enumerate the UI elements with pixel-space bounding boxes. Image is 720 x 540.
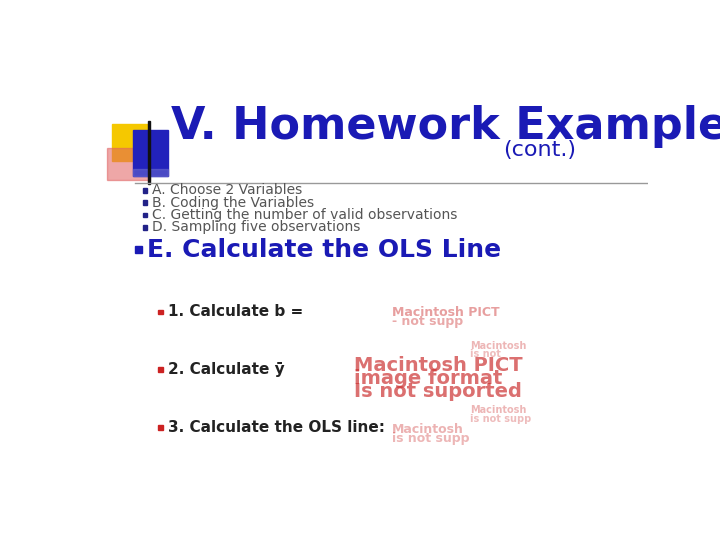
Text: 1. Calculate b =: 1. Calculate b = [168, 305, 302, 320]
FancyBboxPatch shape [107, 148, 150, 180]
Bar [143, 200, 148, 205]
Text: image format: image format [354, 369, 502, 388]
Text: B. Coding the Variables: B. Coding the Variables [152, 195, 314, 210]
Text: A. Choose 2 Variables: A. Choose 2 Variables [152, 183, 302, 197]
Text: Is not suported: Is not suported [354, 382, 521, 401]
Bar [143, 213, 148, 217]
Text: E. Calculate the OLS Line: E. Calculate the OLS Line [147, 238, 500, 261]
Bar [112, 124, 149, 161]
Bar [148, 121, 150, 184]
Text: (cont.): (cont.) [503, 140, 576, 160]
Text: is not: is not [469, 348, 500, 359]
Text: is not supp: is not supp [469, 414, 531, 424]
Text: Macintosh PICT: Macintosh PICT [354, 356, 522, 375]
Bar [158, 367, 163, 372]
Text: C. Getting the number of valid observations: C. Getting the number of valid observati… [152, 208, 457, 222]
Bar [135, 246, 142, 253]
Text: Macintosh PICT: Macintosh PICT [392, 306, 500, 319]
Text: D. Sampling five observations: D. Sampling five observations [152, 220, 361, 234]
Text: Macintosh: Macintosh [469, 341, 526, 351]
Text: 2. Calculate ȳ: 2. Calculate ȳ [168, 362, 284, 377]
Bar [158, 309, 163, 314]
Bar [143, 225, 148, 229]
Text: Macintosh: Macintosh [469, 405, 526, 415]
Bar [132, 130, 168, 177]
Text: V. Homework Example: V. Homework Example [171, 105, 720, 148]
Text: is not supp: is not supp [392, 432, 469, 445]
Text: - not supp: - not supp [392, 315, 464, 328]
Text: Macintosh: Macintosh [392, 422, 464, 435]
Bar [132, 168, 168, 177]
Bar [158, 425, 163, 430]
Text: 3. Calculate the OLS line:: 3. Calculate the OLS line: [168, 420, 384, 435]
Bar [143, 188, 148, 193]
